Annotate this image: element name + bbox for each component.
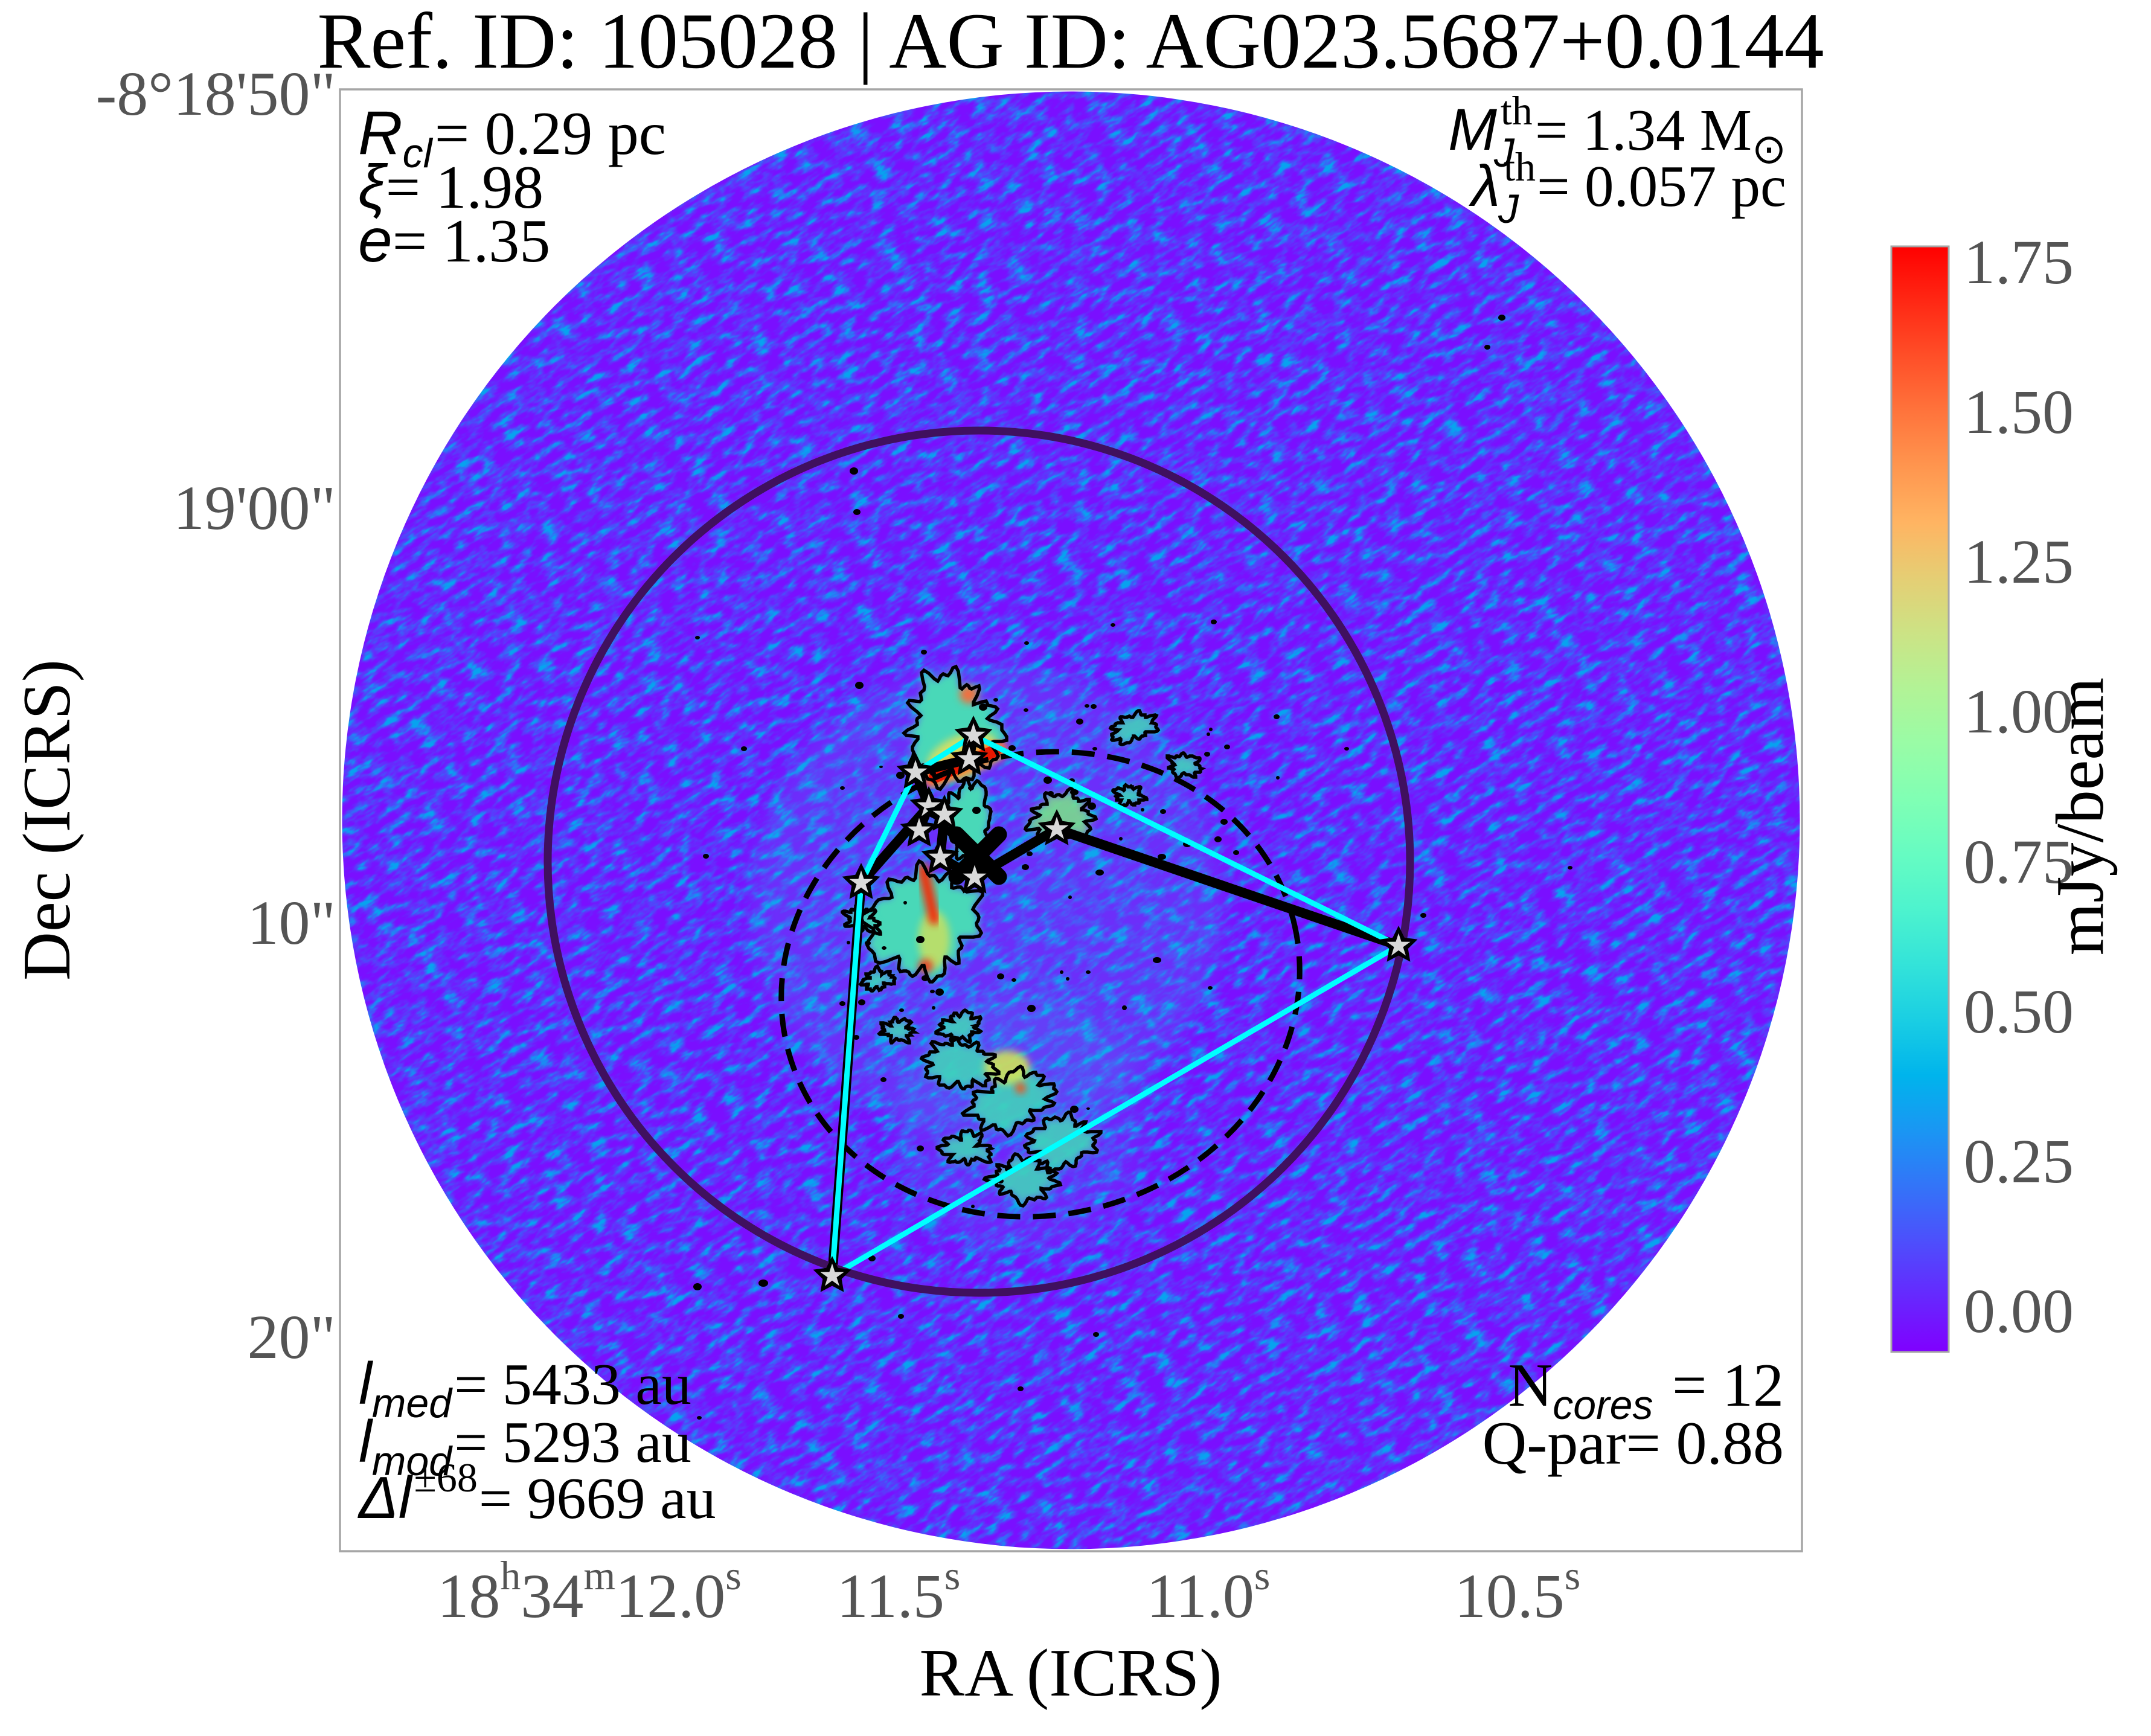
- svg-text:0.00: 0.00: [1964, 1276, 2074, 1346]
- svg-text:11.0s​: 11.0s​: [1147, 1552, 1271, 1631]
- svg-text:Rcl= 0.29 pc: Rcl= 0.29 pc: [358, 98, 666, 176]
- svg-text:Dec (ICRS): Dec (ICRS): [10, 659, 85, 981]
- svg-text:10.5s​: 10.5s​: [1455, 1552, 1580, 1631]
- svg-text:1.50: 1.50: [1964, 377, 2074, 447]
- svg-text:0.50: 0.50: [1964, 977, 2074, 1046]
- svg-text:mJy/beam: mJy/beam: [2043, 677, 2118, 955]
- svg-text:0.75: 0.75: [1964, 827, 2074, 897]
- svg-text:10": 10": [248, 888, 336, 958]
- svg-text:Ncores = 12: Ncores = 12: [1508, 1351, 1784, 1428]
- svg-text:lmed= 5433 au: lmed= 5433 au: [359, 1350, 691, 1426]
- svg-text:11.5s​: 11.5s​: [837, 1552, 961, 1631]
- svg-text:Δl±68= 9669 au: Δl±68= 9669 au: [357, 1455, 716, 1531]
- svg-text:ξ= 1.98: ξ= 1.98: [358, 152, 543, 222]
- svg-text:1.75: 1.75: [1964, 228, 2074, 297]
- svg-text:0.25: 0.25: [1964, 1127, 2074, 1196]
- svg-text:1.25: 1.25: [1964, 527, 2074, 597]
- svg-text:lmod= 5293 au: lmod= 5293 au: [359, 1408, 691, 1484]
- svg-text:20": 20": [248, 1302, 336, 1372]
- svg-text:19'00": 19'00": [173, 473, 336, 543]
- svg-text:-8°18'50": -8°18'50": [96, 59, 336, 129]
- svg-text:Ref. ID: 105028 | AG ID: AG023: Ref. ID: 105028 | AG ID: AG023.5687+0.01…: [317, 0, 1824, 85]
- svg-text:1.00: 1.00: [1964, 677, 2074, 746]
- svg-text:e= 1.35: e= 1.35: [358, 206, 550, 275]
- svg-text:RA (ICRS): RA (ICRS): [920, 1636, 1222, 1711]
- svg-text:18h​34m​12.0s​: 18h​34m​12.0s​: [437, 1552, 741, 1631]
- svg-text:Q-par= 0.88: Q-par= 0.88: [1483, 1409, 1784, 1478]
